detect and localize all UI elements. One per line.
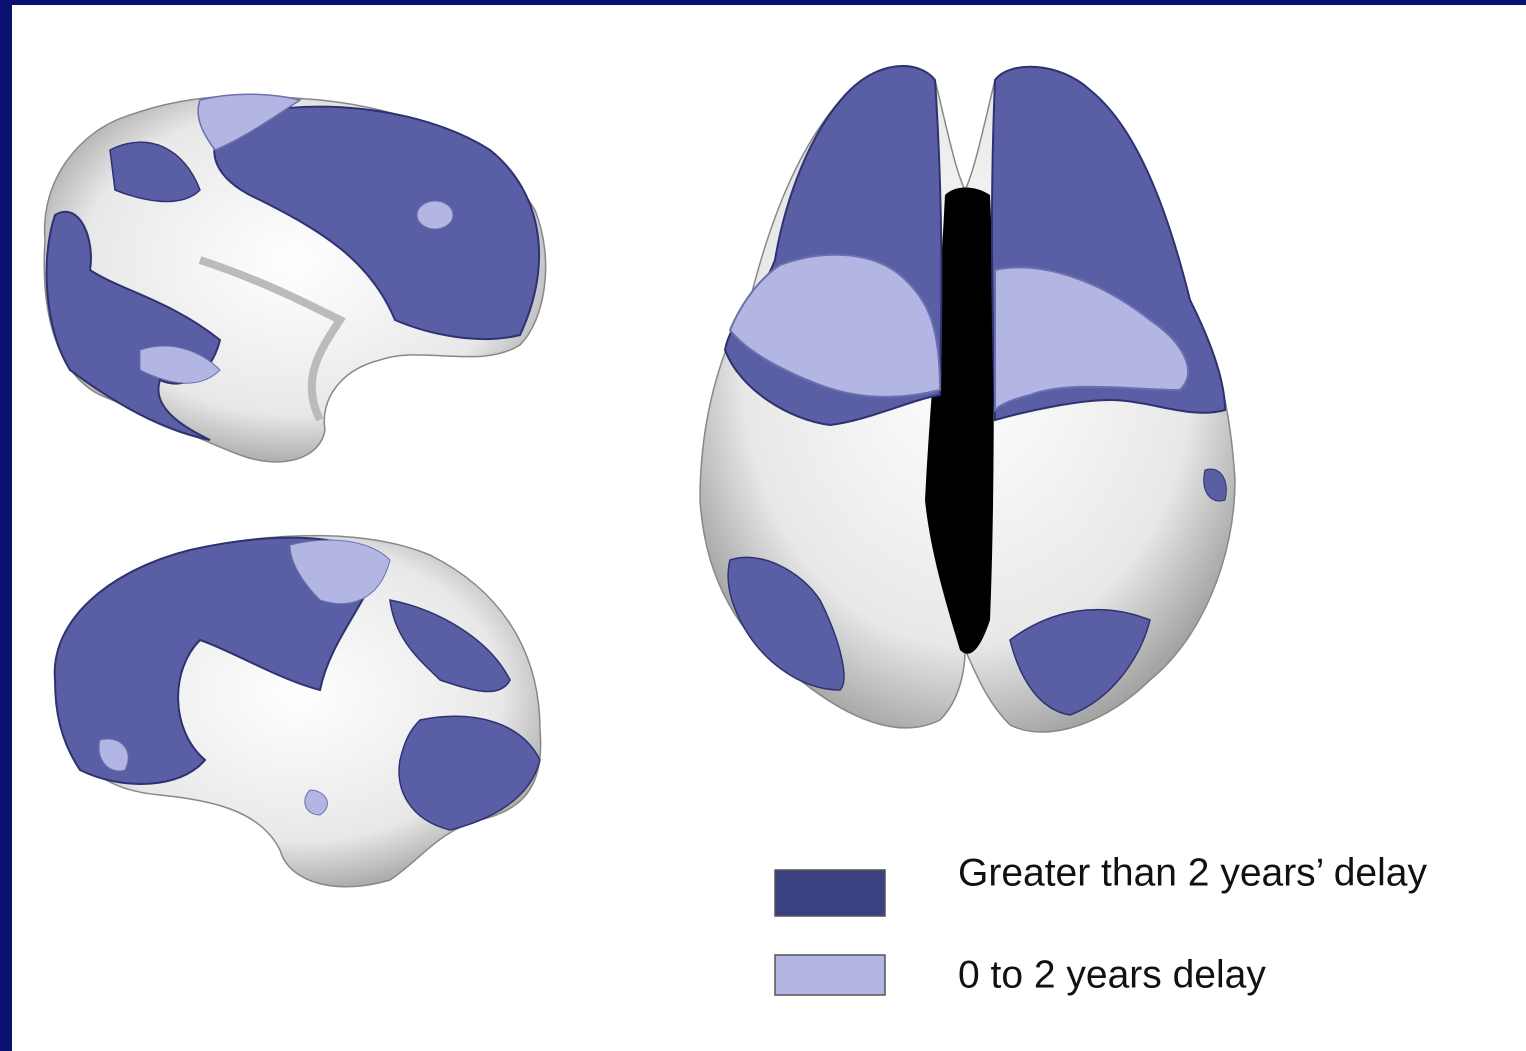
left-bar <box>0 0 12 1051</box>
legend-label: Greater than 2 years’ delay <box>958 851 1427 894</box>
legend-swatch <box>775 870 885 916</box>
brain-medial <box>55 536 541 887</box>
brain-lateral-left <box>44 94 545 462</box>
legend: Greater than 2 years’ delay 0 to 2 years … <box>775 851 1427 996</box>
slide: Greater than 2 years’ delay 0 to 2 years … <box>0 0 1526 1051</box>
brain-top-view <box>700 66 1235 732</box>
legend-label: 0 to 2 years delay <box>958 953 1266 996</box>
legend-swatch <box>775 955 885 995</box>
figure: Greater than 2 years’ delay 0 to 2 years … <box>0 0 1526 1051</box>
top-bar <box>0 0 1526 5</box>
